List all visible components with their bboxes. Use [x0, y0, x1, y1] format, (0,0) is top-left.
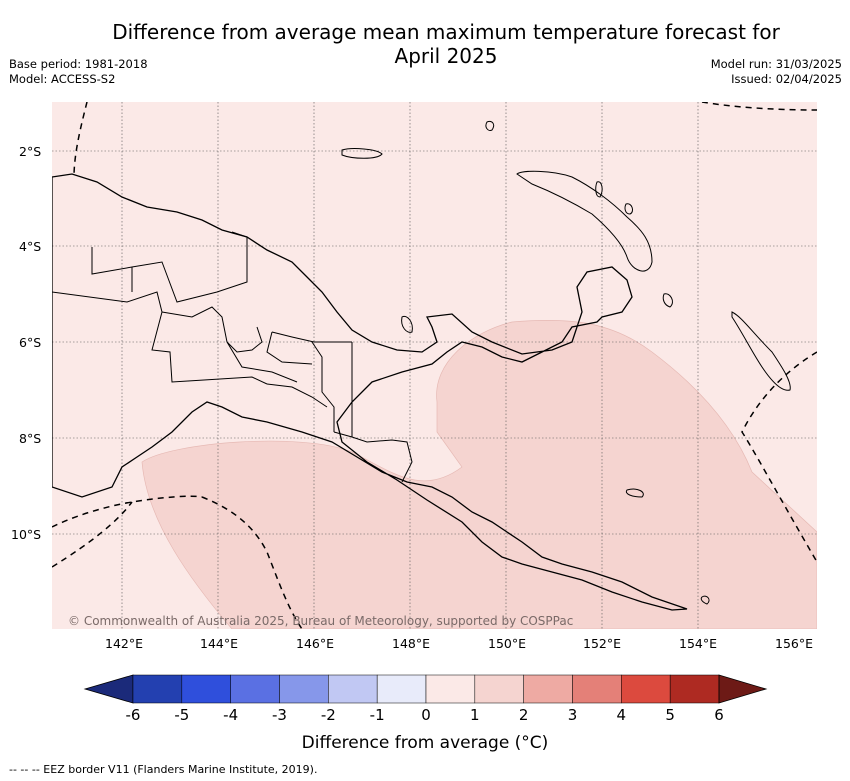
province-borders: [52, 231, 413, 483]
lon-label: 144°E: [199, 636, 239, 651]
model-run: Model run: 31/03/2025: [710, 57, 842, 71]
colorbar-segment: [572, 674, 622, 704]
lon-label: 152°E: [582, 636, 622, 651]
lat-label: 10°S: [11, 527, 42, 542]
colorbar-segment: [621, 674, 671, 704]
eez-footnote: -- -- -- EEZ border V11 (Flanders Marine…: [9, 763, 318, 776]
colorbar-segment: [230, 674, 280, 704]
colorbar-tick-label: -2: [320, 706, 336, 724]
colorbar-segment: [132, 674, 183, 704]
lat-label: 2°S: [19, 144, 42, 159]
lon-label: 148°E: [391, 636, 431, 651]
lon-label: 146°E: [295, 636, 335, 651]
new-guinea-coastline: [52, 173, 688, 611]
colorbar-tick-label: 4: [616, 706, 627, 724]
colorbar-segment: [328, 674, 378, 704]
colorbar-segment: [425, 674, 476, 704]
lon-label: 154°E: [678, 636, 718, 651]
colorbar: [83, 674, 768, 704]
title-line-2: April 2025: [394, 44, 498, 68]
issued-date: Issued: 02/04/2025: [731, 72, 842, 86]
colorbar-tick-label: 5: [665, 706, 675, 724]
map-panel: [52, 102, 817, 629]
lon-label: 150°E: [487, 636, 527, 651]
base-period: Base period: 1981-2018: [9, 57, 148, 71]
colorbar-segment: [523, 674, 573, 704]
colorbar-tick-label: -3: [272, 706, 287, 724]
colorbar-tick-label: 3: [567, 706, 578, 724]
metadata-left: Base period: 1981-2018 Model: ACCESS-S2: [9, 57, 148, 87]
colorbar-tick-label: -4: [223, 706, 239, 724]
anomaly-zone-1-2: [141, 319, 817, 629]
lat-label: 8°S: [19, 431, 42, 446]
colorbar-tick-label: 0: [421, 706, 431, 724]
islands: [341, 121, 791, 605]
attribution: © Commonwealth of Australia 2025, Bureau…: [68, 614, 574, 628]
metadata-right: Model run: 31/03/2025 Issued: 02/04/2025: [711, 57, 842, 87]
model-name: Model: ACCESS-S2: [9, 72, 116, 86]
eez-border: [52, 102, 817, 629]
colorbar-tick-label: 1: [470, 706, 480, 724]
colorbar-segment: [181, 674, 231, 704]
lon-label: 142°E: [104, 636, 144, 651]
colorbar-tick-label: 2: [518, 706, 529, 724]
colorbar-segment: [279, 674, 329, 704]
map-title: Difference from average mean maximum tem…: [90, 20, 802, 68]
colorbar-extend-low: [83, 674, 134, 704]
gridlines: [52, 102, 817, 629]
lat-label: 6°S: [19, 335, 42, 350]
lon-label: 156°E: [774, 636, 814, 651]
colorbar-extend-high: [718, 674, 768, 704]
colorbar-tick-label: -5: [174, 706, 190, 724]
colorbar-segment: [474, 674, 524, 704]
map-canvas: [52, 102, 817, 629]
colorbar-tick-label: 6: [714, 706, 724, 724]
colorbar-label: Difference from average (°C): [301, 733, 549, 753]
lat-label: 4°S: [19, 239, 42, 254]
colorbar-segment: [669, 674, 720, 704]
title-line-1: Difference from average mean maximum tem…: [112, 20, 780, 44]
colorbar-tick-label: -1: [369, 706, 385, 724]
colorbar-segment: [376, 674, 427, 704]
colorbar-tick-label: -6: [125, 706, 141, 724]
